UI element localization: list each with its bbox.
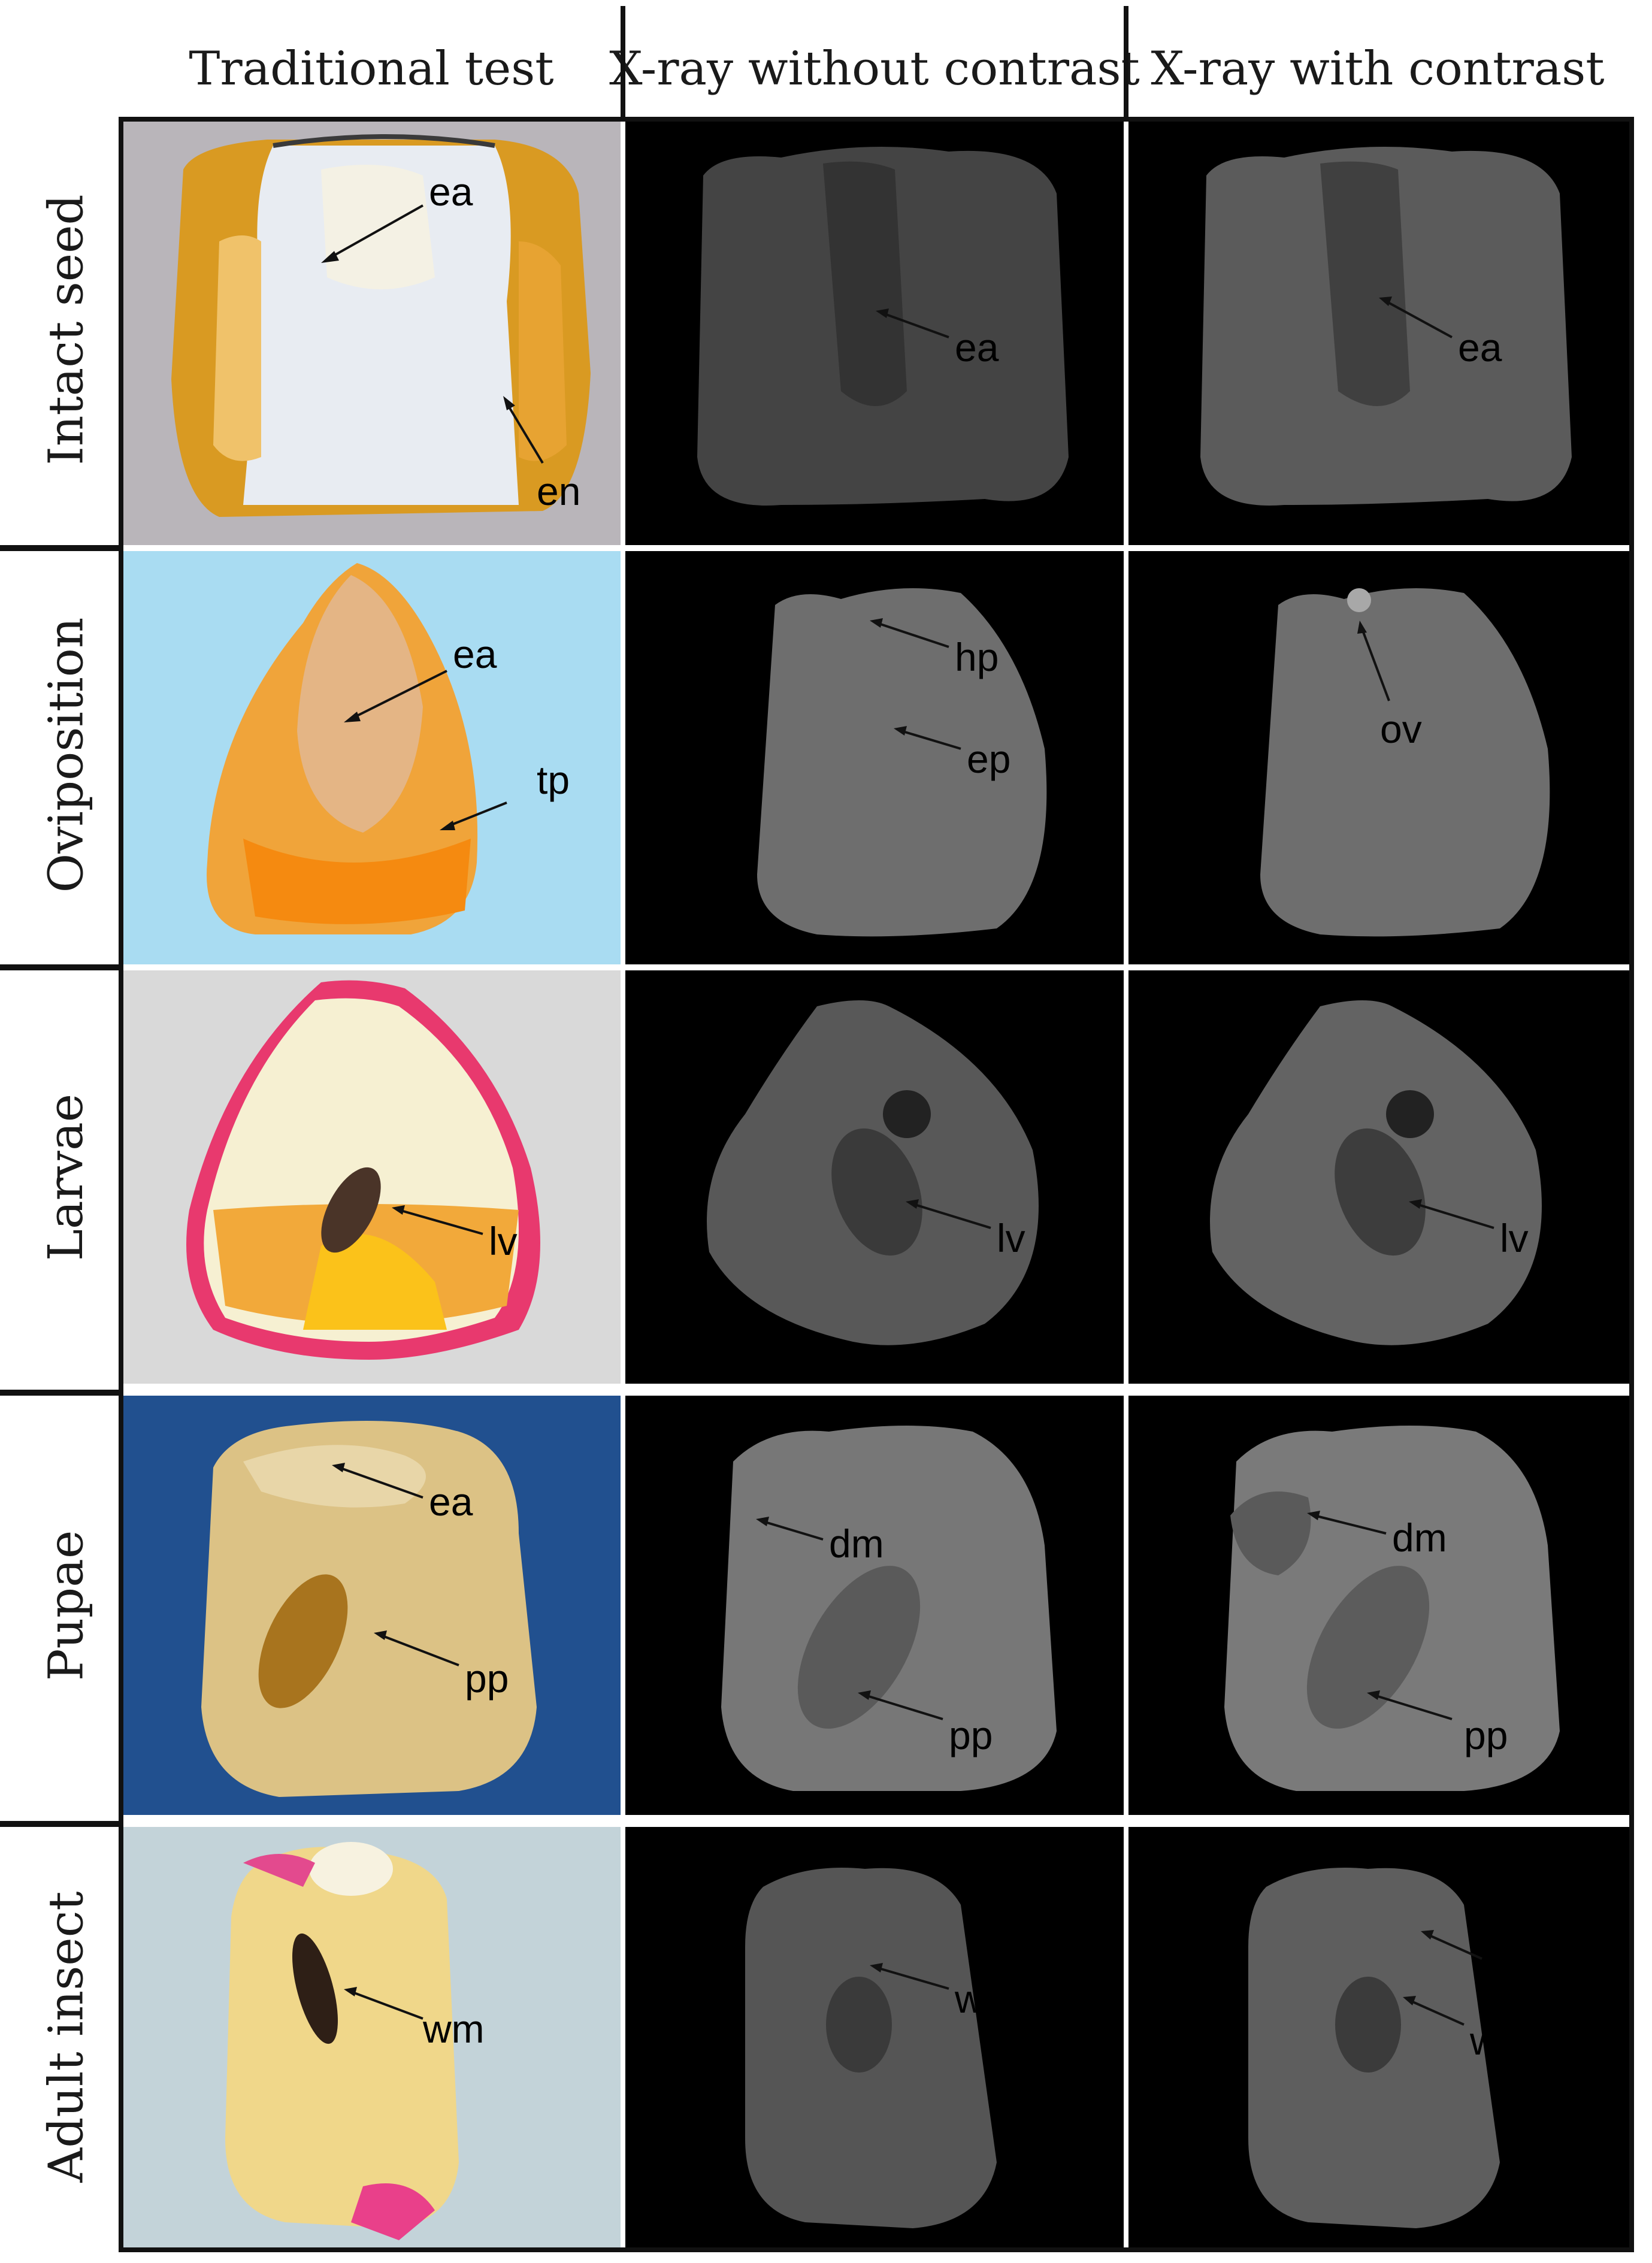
row-separator bbox=[0, 964, 123, 970]
row-label-larvae: Larvae bbox=[38, 1093, 94, 1261]
annotation-label: wm bbox=[1469, 2019, 1532, 2063]
annotation-label: en bbox=[537, 469, 580, 513]
annotation-label: hp bbox=[955, 635, 999, 679]
annotation-label: dm bbox=[1479, 1971, 1534, 2015]
panel-traditional-oviposition: ea tp bbox=[123, 551, 621, 964]
annotation-label: lv bbox=[1500, 1216, 1529, 1260]
row-separator bbox=[0, 545, 123, 551]
annotation-label: pp bbox=[949, 1713, 993, 1757]
annotation-label: ea bbox=[955, 325, 999, 370]
row-label-intact-seed: Intact seed bbox=[38, 193, 94, 465]
panel-traditional-larvae: lv bbox=[123, 970, 621, 1384]
annotation-label: wm bbox=[954, 1977, 1016, 2021]
annotation-label: dm bbox=[829, 1521, 884, 1566]
annotation-label: lv bbox=[489, 1219, 518, 1263]
grid-frame bbox=[119, 117, 1634, 2252]
column-separator bbox=[1124, 6, 1128, 117]
annotation-label: ea bbox=[453, 632, 497, 676]
annotation-label: tp bbox=[537, 758, 570, 802]
panel-traditional-intact-seed: ea en bbox=[123, 122, 621, 545]
annotation-label: ea bbox=[429, 170, 473, 214]
row-label-pupae: Pupae bbox=[38, 1530, 94, 1681]
row-label-oviposition: Oviposition bbox=[38, 617, 94, 893]
panel-xray-contrast-intact-seed: ea bbox=[1128, 122, 1629, 545]
annotation-label: dm bbox=[1392, 1515, 1447, 1560]
panel-xray-plain-oviposition: hp ep bbox=[625, 551, 1124, 964]
annotation-label: ep bbox=[967, 737, 1010, 781]
annotation-label: pp bbox=[465, 1656, 509, 1701]
column-header-xray-plain: X-ray without contrast bbox=[609, 42, 1140, 96]
panel-xray-contrast-larvae: lv bbox=[1128, 970, 1629, 1384]
panel-xray-plain-intact-seed: ea bbox=[625, 122, 1124, 545]
annotation-label: ov bbox=[1380, 707, 1422, 751]
column-header-traditional: Traditional test bbox=[189, 42, 554, 96]
panel-xray-contrast-oviposition: ov bbox=[1128, 551, 1629, 964]
annotation-label: ea bbox=[429, 1480, 473, 1524]
annotation-label: pp bbox=[1464, 1713, 1508, 1757]
row-separator bbox=[0, 1821, 123, 1827]
panel-xray-contrast-pupae: dm pp bbox=[1128, 1396, 1629, 1815]
panel-xray-plain-adult-insect: wm bbox=[625, 1827, 1124, 2247]
column-header-xray-contrast: X-ray with contrast bbox=[1151, 42, 1605, 96]
panel-traditional-adult-insect: wm bbox=[123, 1827, 621, 2247]
panel-xray-plain-larvae: lv bbox=[625, 970, 1124, 1384]
row-label-adult-insect: Adult insect bbox=[38, 1890, 94, 2183]
column-separator bbox=[621, 6, 625, 117]
annotation-label: wm bbox=[422, 2007, 485, 2051]
panel-xray-plain-pupae: dm pp bbox=[625, 1396, 1124, 1815]
panel-xray-contrast-adult-insect: dm wm bbox=[1128, 1827, 1629, 2247]
row-separator bbox=[0, 1390, 123, 1396]
annotation-label: lv bbox=[997, 1216, 1025, 1260]
annotation-label: ea bbox=[1458, 325, 1502, 370]
panel-traditional-pupae: ea pp bbox=[123, 1396, 621, 1815]
